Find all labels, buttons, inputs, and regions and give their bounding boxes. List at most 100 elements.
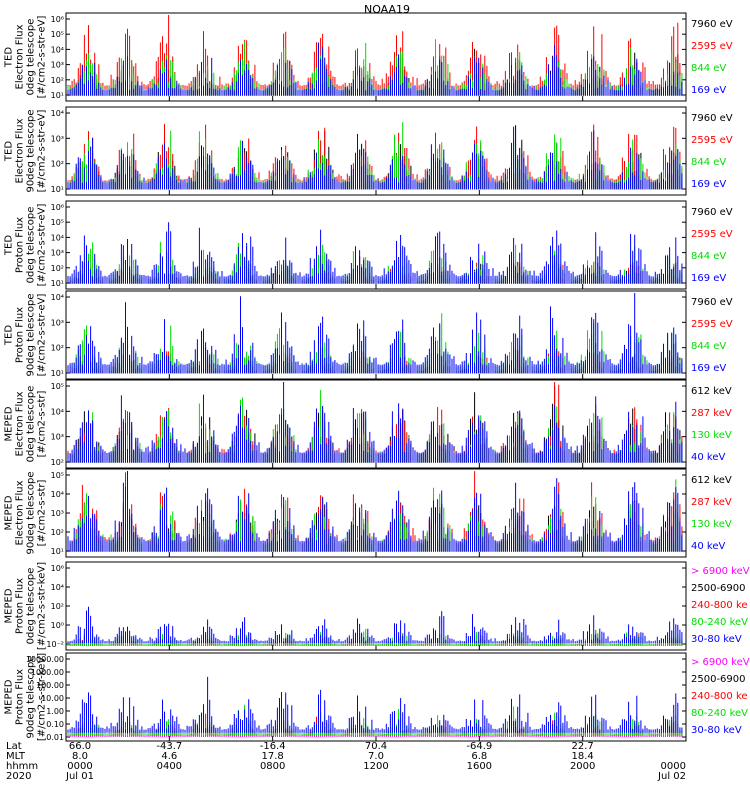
- x-tick-label: -43.7: [156, 741, 182, 752]
- y-tick-label: 10¹: [51, 91, 64, 100]
- x-axis-row-label: Lat: [6, 741, 22, 752]
- y-axis-label: 90deg telescope: [26, 109, 37, 192]
- y-axis-label: Proton Flux: [15, 578, 26, 634]
- legend-entry: 169 eV: [691, 179, 726, 190]
- x-axis-row-label: 2020: [6, 771, 31, 782]
- legend-entry: > 6900 keV: [691, 566, 750, 577]
- x-tick-label: 0000: [67, 761, 92, 772]
- y-tick-label: 10²: [51, 602, 64, 611]
- y-tick-label: 10⁴: [51, 407, 64, 416]
- legend-entry: 169 eV: [691, 85, 726, 96]
- y-axis-label: Electron Flux: [15, 118, 26, 183]
- y-tick-label: 10⁴: [51, 490, 64, 499]
- y-tick-label: 10⁻²: [46, 640, 64, 649]
- y-axis-label: [#/cm2-s-str]: [37, 479, 48, 546]
- x-tick-label: 1200: [363, 761, 388, 772]
- x-tick-label: 18.4: [572, 751, 594, 762]
- y-axis-label: 0deg telescope: [26, 386, 37, 463]
- y-axis-label: Proton Flux: [15, 669, 26, 725]
- legend-entry: 7960 eV: [691, 297, 733, 308]
- y-tick-label: 1.00: [46, 707, 64, 716]
- legend-entry: 612 keV: [691, 386, 732, 397]
- x-tick-label: 0400: [157, 761, 182, 772]
- y-tick-label: 10⁴: [51, 293, 64, 302]
- y-axis-label: 90deg telescope: [26, 655, 37, 738]
- x-tick-label: 4.6: [161, 751, 177, 762]
- y-tick-label: 1000.00: [31, 668, 64, 677]
- y-tick-label: 10²: [51, 344, 64, 353]
- y-tick-label: 10³: [51, 134, 64, 143]
- legend-entry: 80-240 keV: [691, 708, 748, 719]
- x-axis-row-label: hhmm: [6, 761, 38, 772]
- y-axis-label: 0deg telescope: [26, 207, 37, 284]
- series-trace-5: [67, 606, 683, 644]
- y-tick-label: 10⁶: [51, 564, 64, 573]
- y-tick-label: 10⁴: [51, 109, 64, 118]
- panel-7: 10⁻² 10⁰ 10² 10⁴ 10⁶ MEPED Proton Flux 0deg tel…: [4, 561, 750, 651]
- x-tick-label: 8.0: [72, 751, 88, 762]
- legend-entry: 2595 eV: [691, 229, 733, 240]
- y-axis-label: 0deg telescope: [26, 568, 37, 645]
- panel-6: 10¹ 10² 10³ 10⁴ 10⁵ MEPED Electron Flux 90deg t…: [4, 468, 732, 558]
- y-axis-label: MEPED: [4, 406, 15, 441]
- y-tick-label: 10²: [51, 528, 64, 537]
- y-axis-label: Electron Flux: [15, 391, 26, 456]
- legend-entry: 2595 eV: [691, 135, 733, 146]
- y-axis-label: [#/cm2-s-str-keV]: [37, 562, 48, 650]
- legend-entry: 2500-6900: [691, 583, 746, 594]
- panel-4: 10¹ 10² 10³ 10⁴ TED Proton Flux 90deg telescop…: [4, 290, 733, 380]
- y-axis-label: [#/cm2-s-str-eV]: [37, 16, 48, 99]
- legend-entry: 169 eV: [691, 363, 726, 374]
- legend-entry: 7960 eV: [691, 113, 733, 124]
- y-tick-label: 10³: [51, 318, 64, 327]
- y-axis-label: [#/cm2-s-str-eV]: [37, 204, 48, 287]
- series-trace-1: [67, 645, 683, 646]
- series-trace-4: [67, 222, 683, 284]
- y-axis-label: [#/cm2-s-str-eV]: [37, 110, 48, 193]
- legend-entry: 7960 eV: [691, 19, 733, 30]
- y-tick-label: 10³: [51, 433, 64, 442]
- y-tick-label: 10.00: [41, 694, 64, 703]
- legend-entry: 7960 eV: [691, 207, 733, 218]
- y-tick-label: 0.01: [46, 733, 64, 742]
- y-tick-label: 10⁵: [51, 382, 64, 391]
- legend-entry: 844 eV: [691, 63, 726, 74]
- y-tick-label: 10³: [51, 61, 64, 70]
- series-trace-4: [67, 42, 683, 96]
- y-axis-label: 0deg telescope: [26, 19, 37, 96]
- legend-entry: 287 keV: [691, 408, 732, 419]
- x-tick-label: 17.8: [262, 751, 284, 762]
- y-axis-label: TED: [4, 235, 15, 256]
- panel-frame: [65, 652, 687, 742]
- legend-entry: 40 keV: [691, 541, 725, 552]
- legend-entry: 612 keV: [691, 475, 732, 486]
- y-axis-label: Proton Flux: [15, 217, 26, 273]
- y-tick-label: 10¹: [51, 279, 64, 288]
- legend-entry: 2500-6900: [691, 674, 746, 685]
- legend-entry: 240-800 ke: [691, 600, 748, 611]
- x-axis-row-label: MLT: [6, 751, 26, 762]
- y-axis-label: [#/cm2-s-str-eV]: [37, 294, 48, 377]
- x-tick-label: Jul 01: [65, 771, 94, 782]
- legend-entry: 40 keV: [691, 452, 725, 463]
- y-tick-label: 10⁵: [51, 471, 64, 480]
- panel-2: 10¹ 10² 10³ 10⁴ TED Electron Flux 90deg telesc…: [4, 106, 733, 196]
- legend-entry: > 6900 keV: [691, 657, 750, 668]
- y-tick-label: 10²: [51, 458, 64, 467]
- y-tick-label: 0.10: [46, 720, 64, 729]
- legend-entry: 80-240 keV: [691, 617, 748, 628]
- y-tick-label: 10²: [51, 76, 64, 85]
- y-axis-label: MEPED: [4, 588, 15, 623]
- x-tick-label: 66.0: [69, 741, 91, 752]
- x-tick-label: 6.8: [471, 751, 487, 762]
- y-tick-label: 10000.00: [26, 655, 64, 664]
- y-tick-label: 10⁵: [51, 30, 64, 39]
- y-tick-label: 10⁴: [51, 233, 64, 242]
- panel-frame: [65, 561, 687, 651]
- y-axis-label: 90deg telescope: [26, 471, 37, 554]
- y-axis-label: Electron Flux: [15, 480, 26, 545]
- series-trace-4: [67, 382, 683, 463]
- panel-5: 10² 10³ 10⁴ 10⁵ MEPED Electron Flux 0deg teles…: [4, 379, 732, 469]
